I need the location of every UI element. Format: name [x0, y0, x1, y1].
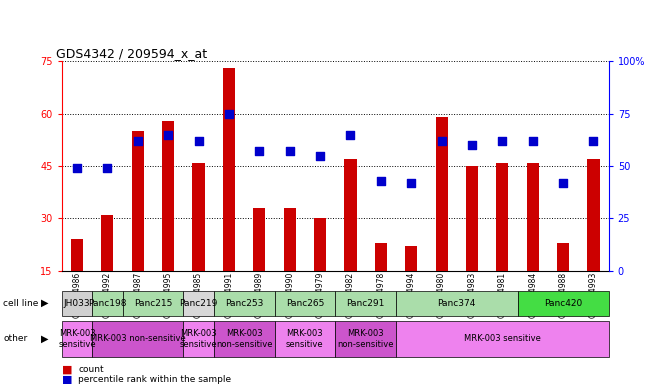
- Bar: [284, 208, 296, 323]
- Text: MRK-003
non-sensitive: MRK-003 non-sensitive: [216, 329, 272, 349]
- Point: [133, 138, 143, 144]
- Text: Panc198: Panc198: [88, 299, 127, 308]
- Point: [163, 132, 173, 138]
- Text: ■: ■: [62, 374, 72, 384]
- Text: GDS4342 / 209594_x_at: GDS4342 / 209594_x_at: [57, 47, 208, 60]
- Text: JH033: JH033: [64, 299, 90, 308]
- Point: [436, 138, 447, 144]
- Point: [497, 138, 508, 144]
- Point: [589, 138, 599, 144]
- Text: ▶: ▶: [40, 334, 48, 344]
- Bar: [314, 218, 326, 323]
- Bar: [587, 159, 600, 323]
- Point: [376, 178, 386, 184]
- Text: Panc253: Panc253: [225, 299, 263, 308]
- Text: MRK-003
sensitive: MRK-003 sensitive: [180, 329, 217, 349]
- Bar: [223, 68, 235, 323]
- Bar: [253, 208, 266, 323]
- Point: [102, 165, 113, 171]
- Point: [224, 111, 234, 117]
- Text: Panc420: Panc420: [544, 299, 582, 308]
- Bar: [162, 121, 174, 323]
- Bar: [557, 243, 569, 323]
- Text: ▶: ▶: [40, 298, 48, 308]
- Text: Panc374: Panc374: [437, 299, 476, 308]
- Text: MRK-003
sensitive: MRK-003 sensitive: [286, 329, 324, 349]
- Text: percentile rank within the sample: percentile rank within the sample: [78, 375, 231, 384]
- Bar: [375, 243, 387, 323]
- Bar: [71, 239, 83, 323]
- Point: [72, 165, 82, 171]
- Text: MRK-003
non-sensitive: MRK-003 non-sensitive: [337, 329, 394, 349]
- Text: Panc215: Panc215: [134, 299, 172, 308]
- Bar: [344, 159, 357, 323]
- Point: [193, 138, 204, 144]
- Bar: [496, 162, 508, 323]
- Bar: [436, 117, 448, 323]
- Bar: [466, 166, 478, 323]
- Text: MRK-003 sensitive: MRK-003 sensitive: [464, 334, 541, 343]
- Point: [345, 132, 355, 138]
- Point: [527, 138, 538, 144]
- Point: [315, 152, 326, 159]
- Text: Panc265: Panc265: [286, 299, 324, 308]
- Text: ■: ■: [62, 364, 72, 374]
- Text: MRK-003 non-sensitive: MRK-003 non-sensitive: [90, 334, 186, 343]
- Point: [558, 180, 568, 186]
- Point: [284, 148, 295, 154]
- Bar: [405, 246, 417, 323]
- Text: Panc219: Panc219: [180, 299, 217, 308]
- Text: Panc291: Panc291: [346, 299, 385, 308]
- Bar: [102, 215, 113, 323]
- Bar: [527, 162, 539, 323]
- Text: MRK-003
sensitive: MRK-003 sensitive: [58, 329, 96, 349]
- Point: [254, 148, 264, 154]
- Text: other: other: [3, 334, 27, 343]
- Bar: [132, 131, 144, 323]
- Text: count: count: [78, 365, 104, 374]
- Bar: [193, 162, 204, 323]
- Point: [406, 180, 417, 186]
- Point: [467, 142, 477, 148]
- Text: cell line: cell line: [3, 299, 38, 308]
